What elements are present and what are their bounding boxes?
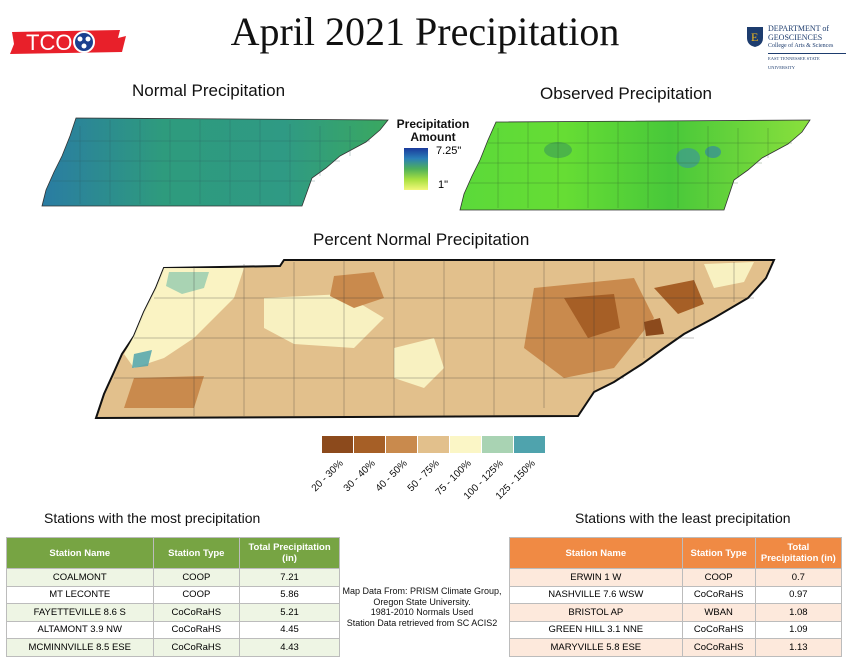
percent-legend-swatch bbox=[450, 436, 482, 453]
table-row: COALMONT COOP 7.21 bbox=[6, 568, 340, 587]
region-75-100 bbox=[124, 268, 244, 368]
tco-logo: TCO bbox=[10, 30, 126, 55]
table-cell: 4.43 bbox=[239, 638, 340, 657]
percent-map-title: Percent Normal Precipitation bbox=[313, 230, 530, 249]
percent-legend-swatch bbox=[386, 436, 418, 453]
etsu-shield-icon: E bbox=[747, 27, 763, 47]
table-cell: MT LECONTE bbox=[6, 585, 154, 604]
table-cell: FAYETTEVILLE 8.6 S bbox=[6, 603, 154, 622]
column-header: Station Name bbox=[6, 537, 154, 569]
table-row: GREEN HILL 3.1 NNE CoCoRaHS 1.09 bbox=[509, 620, 843, 639]
table-cell: ALTAMONT 3.9 NW bbox=[6, 620, 154, 639]
percent-legend-swatch bbox=[482, 436, 514, 453]
svg-text:E: E bbox=[751, 30, 758, 44]
table-cell: CoCoRaHS bbox=[681, 620, 756, 639]
region-30-40 bbox=[564, 294, 620, 338]
table-cell: COOP bbox=[152, 585, 241, 604]
table-cell: NASHVILLE 7.6 WSW bbox=[509, 585, 683, 604]
table-cell: COALMONT bbox=[6, 568, 154, 587]
most-precip-table: Station Name Station Type Total Precipit… bbox=[6, 537, 340, 657]
source-note: Map Data From: PRISM Climate Group, Oreg… bbox=[342, 586, 502, 628]
region-20-30 bbox=[644, 318, 664, 336]
tristar-icon bbox=[73, 31, 95, 53]
column-header: Station Name bbox=[509, 537, 683, 569]
etsu-geosciences-logo: E DEPARTMENT of GEOSCIENCES College of A… bbox=[746, 24, 846, 70]
region-100-125 bbox=[166, 272, 209, 294]
column-header: Station Type bbox=[152, 537, 241, 569]
column-header: Station Type bbox=[681, 537, 756, 569]
percent-legend-swatch bbox=[354, 436, 386, 453]
table-cell: 0.7 bbox=[754, 568, 843, 587]
amount-legend-max: 7.25" bbox=[436, 145, 462, 157]
region-40-50 bbox=[330, 272, 384, 308]
column-header: Total Precipitation (in) bbox=[754, 537, 843, 569]
table-cell: MCMINNVILLE 8.5 ESE bbox=[6, 638, 154, 657]
table-cell: BRISTOL AP bbox=[509, 603, 683, 622]
table-cell: 5.21 bbox=[239, 603, 340, 622]
table-cell: 7.21 bbox=[239, 568, 340, 587]
table-cell: ERWIN 1 W bbox=[509, 568, 683, 587]
normal-precip-map bbox=[41, 117, 389, 207]
table-cell: 1.09 bbox=[754, 620, 843, 639]
table-cell: CoCoRaHS bbox=[152, 638, 241, 657]
region-125-150 bbox=[132, 350, 152, 368]
table-cell: 1.08 bbox=[754, 603, 843, 622]
table-cell: GREEN HILL 3.1 NNE bbox=[509, 620, 683, 639]
tennessee-outline bbox=[41, 117, 389, 207]
column-header: Total Precipitation (in) bbox=[239, 537, 340, 569]
table-cell: CoCoRaHS bbox=[152, 620, 241, 639]
table-row: ERWIN 1 W COOP 0.7 bbox=[509, 568, 843, 587]
page-title: April 2021 Precipitation bbox=[230, 9, 620, 54]
least-precip-table: Station Name Station Type Total Precipit… bbox=[509, 537, 843, 657]
table-row: BRISTOL AP WBAN 1.08 bbox=[509, 603, 843, 622]
table-row: MCMINNVILLE 8.5 ESE CoCoRaHS 4.43 bbox=[6, 638, 340, 657]
table-row: NASHVILLE 7.6 WSW CoCoRaHS 0.97 bbox=[509, 585, 843, 604]
tennessee-shape-logo bbox=[10, 30, 126, 54]
table-row: MT LECONTE COOP 5.86 bbox=[6, 585, 340, 604]
observed-precip-map bbox=[459, 119, 811, 211]
amount-legend-min: 1" bbox=[438, 179, 449, 191]
table-cell: WBAN bbox=[681, 603, 756, 622]
most-precip-title: Stations with the most precipitation bbox=[44, 510, 261, 526]
observed-map-title: Observed Precipitation bbox=[540, 84, 712, 103]
amount-legend-title: Precipitation Amount bbox=[396, 117, 470, 144]
tennessee-outline bbox=[459, 119, 811, 211]
table-cell: 1.13 bbox=[754, 638, 843, 657]
table-row: FAYETTEVILLE 8.6 S CoCoRaHS 5.21 bbox=[6, 603, 340, 622]
table-cell: COOP bbox=[152, 568, 241, 587]
table-cell: 4.45 bbox=[239, 620, 340, 639]
amount-legend-gradient bbox=[404, 148, 428, 190]
least-precip-title: Stations with the least precipitation bbox=[575, 510, 791, 526]
percent-legend-swatch bbox=[322, 436, 354, 453]
percent-legend-swatch bbox=[418, 436, 450, 453]
table-cell: CoCoRaHS bbox=[681, 585, 756, 604]
percent-legend-swatch bbox=[514, 436, 546, 453]
table-cell: 0.97 bbox=[754, 585, 843, 604]
percent-legend bbox=[322, 436, 546, 453]
table-cell: 5.86 bbox=[239, 585, 340, 604]
tco-logo-text: TCO bbox=[26, 30, 72, 55]
percent-normal-map bbox=[94, 259, 776, 420]
table-cell: MARYVILLE 5.8 ESE bbox=[509, 638, 683, 657]
percent-legend-label: 125 - 150% bbox=[493, 458, 538, 502]
table-cell: CoCoRaHS bbox=[152, 603, 241, 622]
table-row: MARYVILLE 5.8 ESE CoCoRaHS 1.13 bbox=[509, 638, 843, 657]
table-cell: CoCoRaHS bbox=[681, 638, 756, 657]
normal-map-title: Normal Precipitation bbox=[132, 81, 286, 100]
table-row: ALTAMONT 3.9 NW CoCoRaHS 4.45 bbox=[6, 620, 340, 639]
table-cell: COOP bbox=[681, 568, 756, 587]
